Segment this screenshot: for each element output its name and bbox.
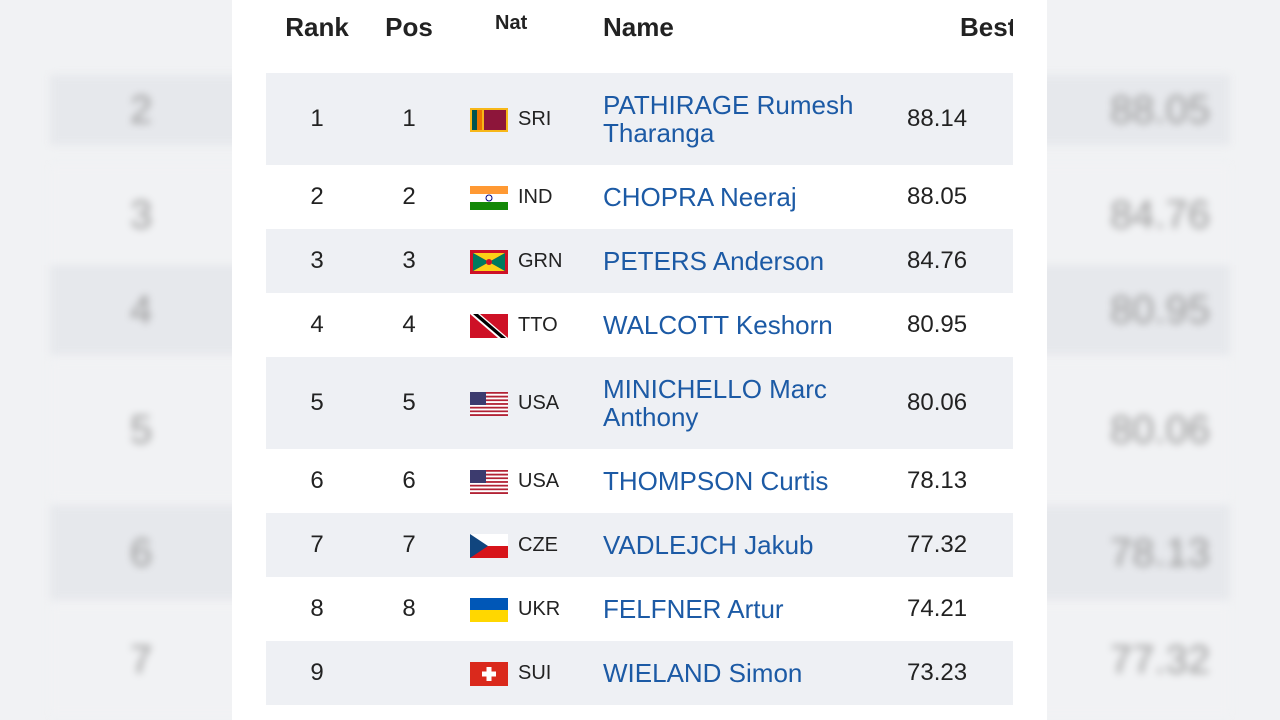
best-cell: 88.14 bbox=[895, 73, 1013, 165]
backdrop-rank: 7 bbox=[130, 638, 153, 682]
pos-cell bbox=[368, 641, 450, 705]
result-row: 5 5 USA MINICHELLO Marc Anthony 80.06 bbox=[266, 357, 1013, 449]
nat-cell: CZE bbox=[450, 513, 590, 577]
nat-code: USA bbox=[518, 470, 560, 492]
nat-cell: IND bbox=[450, 165, 590, 229]
nat-cell: GRN bbox=[450, 229, 590, 293]
header-best[interactable]: Best bbox=[895, 0, 1013, 73]
rank-cell: 7 bbox=[266, 513, 368, 577]
flag-icon bbox=[470, 185, 508, 210]
result-row: 2 2 IND CHOPRA Neeraj 88.05 bbox=[266, 165, 1013, 229]
athlete-name[interactable]: VADLEJCH Jakub bbox=[590, 513, 895, 577]
rank-cell: 1 bbox=[266, 73, 368, 165]
backdrop-best: 78.13 bbox=[1110, 530, 1211, 575]
flag-icon bbox=[470, 661, 508, 686]
flag-icon bbox=[470, 107, 508, 132]
backdrop-best: 80.95 bbox=[1110, 288, 1211, 332]
result-row: 4 4 TTO WALCOTT Keshorn 80.95 bbox=[266, 293, 1013, 357]
results-table: Rank Pos Nat Name Best 1 1 SRI PATHIRAGE Ru… bbox=[266, 0, 1013, 705]
result-row: 7 7 CZE VADLEJCH Jakub 77.32 bbox=[266, 513, 1013, 577]
best-cell: 78.13 bbox=[895, 449, 1013, 513]
pos-cell: 8 bbox=[368, 577, 450, 641]
header-nat[interactable]: Nat bbox=[450, 0, 590, 73]
nat-code: GRN bbox=[518, 250, 563, 272]
pos-cell: 4 bbox=[368, 293, 450, 357]
flag-icon bbox=[470, 313, 508, 338]
backdrop-best: 88.05 bbox=[1110, 88, 1211, 132]
pos-cell: 7 bbox=[368, 513, 450, 577]
best-cell: 88.05 bbox=[895, 165, 1013, 229]
result-row: 1 1 SRI PATHIRAGE Rumesh Tharanga 88.14 bbox=[266, 73, 1013, 165]
result-row: 8 8 UKR FELFNER Artur 74.21 bbox=[266, 577, 1013, 641]
rank-cell: 3 bbox=[266, 229, 368, 293]
nat-code: SRI bbox=[518, 108, 552, 130]
rank-cell: 4 bbox=[266, 293, 368, 357]
nat-cell: SRI bbox=[450, 73, 590, 165]
flag-icon bbox=[470, 391, 508, 416]
backdrop-rank: 4 bbox=[130, 288, 153, 332]
nat-cell: USA bbox=[450, 449, 590, 513]
athlete-name[interactable]: THOMPSON Curtis bbox=[590, 449, 895, 513]
flag-icon bbox=[470, 533, 508, 558]
best-cell: 84.76 bbox=[895, 229, 1013, 293]
pos-cell: 5 bbox=[368, 357, 450, 449]
rank-cell: 5 bbox=[266, 357, 368, 449]
best-cell: 80.95 bbox=[895, 293, 1013, 357]
header-name[interactable]: Name bbox=[590, 0, 895, 73]
pos-cell: 2 bbox=[368, 165, 450, 229]
best-cell: 73.23 bbox=[895, 641, 1013, 705]
backdrop-rank: 3 bbox=[130, 193, 153, 237]
backdrop-rank: 6 bbox=[130, 530, 153, 575]
nat-cell: UKR bbox=[450, 577, 590, 641]
flag-icon bbox=[470, 597, 508, 622]
header-rank[interactable]: Rank bbox=[266, 0, 368, 73]
backdrop-rank: 2 bbox=[130, 88, 153, 132]
best-cell: 77.32 bbox=[895, 513, 1013, 577]
result-row: 9 SUI WIELAND Simon 73.23 bbox=[266, 641, 1013, 705]
best-cell: 74.21 bbox=[895, 577, 1013, 641]
nat-code: SUI bbox=[518, 662, 552, 684]
nat-code: TTO bbox=[518, 314, 558, 336]
nat-code: CZE bbox=[518, 534, 558, 556]
flag-icon bbox=[470, 249, 508, 274]
pos-cell: 3 bbox=[368, 229, 450, 293]
backdrop-best: 77.32 bbox=[1110, 638, 1211, 682]
athlete-name[interactable]: WALCOTT Keshorn bbox=[590, 293, 895, 357]
nat-cell: TTO bbox=[450, 293, 590, 357]
pos-cell: 6 bbox=[368, 449, 450, 513]
nat-code: USA bbox=[518, 392, 560, 414]
header-pos[interactable]: Pos bbox=[368, 0, 450, 73]
nat-code: IND bbox=[518, 186, 553, 208]
athlete-name[interactable]: PETERS Anderson bbox=[590, 229, 895, 293]
best-cell: 80.06 bbox=[895, 357, 1013, 449]
backdrop-rank: 5 bbox=[130, 408, 153, 452]
athlete-name[interactable]: FELFNER Artur bbox=[590, 577, 895, 641]
athlete-name[interactable]: CHOPRA Neeraj bbox=[590, 165, 895, 229]
nat-cell: USA bbox=[450, 357, 590, 449]
flag-icon bbox=[470, 469, 508, 494]
result-row: 3 3 GRN PETERS Anderson 84.76 bbox=[266, 229, 1013, 293]
athlete-name[interactable]: PATHIRAGE Rumesh Tharanga bbox=[590, 73, 895, 165]
athlete-name[interactable]: MINICHELLO Marc Anthony bbox=[590, 357, 895, 449]
rank-cell: 2 bbox=[266, 165, 368, 229]
athlete-name[interactable]: WIELAND Simon bbox=[590, 641, 895, 705]
pos-cell: 1 bbox=[368, 73, 450, 165]
header-row: Rank Pos Nat Name Best bbox=[266, 0, 1013, 73]
rank-cell: 6 bbox=[266, 449, 368, 513]
nat-code: UKR bbox=[518, 598, 561, 620]
backdrop-best: 84.76 bbox=[1110, 193, 1211, 237]
backdrop-best: 80.06 bbox=[1110, 408, 1211, 452]
nat-cell: SUI bbox=[450, 641, 590, 705]
rank-cell: 9 bbox=[266, 641, 368, 705]
result-row: 6 6 USA THOMPSON Curtis 78.13 bbox=[266, 449, 1013, 513]
rank-cell: 8 bbox=[266, 577, 368, 641]
